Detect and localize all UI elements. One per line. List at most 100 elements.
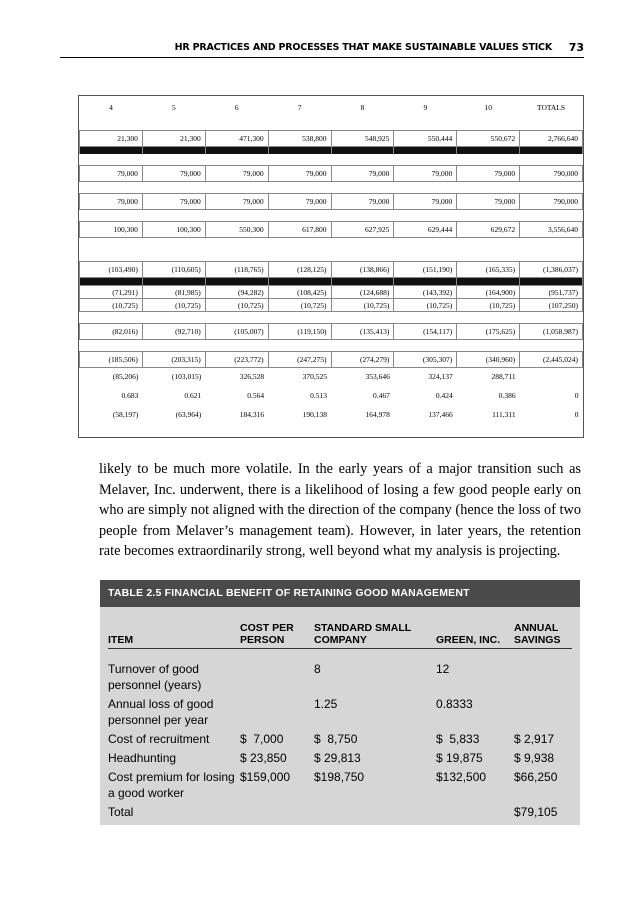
value-cell: 1.25 [314,697,338,711]
bar-cell [456,277,521,286]
cell: 79,000 [79,165,143,182]
cell: 79,000 [456,165,521,182]
spacer [80,250,583,262]
cell: (108,425) [267,285,332,299]
value-cell [314,801,436,820]
value-cell: $66,250 [514,770,558,784]
cell: 79,000 [141,193,206,210]
spacer-cell [520,182,583,194]
spacer-cell [457,340,520,352]
summary-table: TABLE 2.5 FINANCIAL BENEFIT OF RETAINING… [100,580,580,825]
data-row: Total $79,105 [108,801,572,820]
cell: 0.621 [184,391,202,400]
cell: 79,000 [393,193,458,210]
data-row: Cost premium for losing a good worker $15… [108,766,572,801]
spacer-cell [268,238,331,250]
value-cell: $159,000 [240,770,291,784]
cell: (154,117) [393,323,458,340]
cell: (185,506) [79,351,143,368]
value-cell: $ 5,833 [436,732,480,746]
spacer-cell [205,312,268,324]
cell: 353,646 [365,372,390,382]
rule-bar [79,146,583,154]
bar-cell [141,277,206,286]
cell: (63,964) [175,410,202,419]
cell: 0.513 [310,391,327,400]
cell: (92,710) [141,323,206,340]
spacer-cell [268,154,331,166]
spacer [80,312,583,324]
spacer-cell [80,154,143,166]
column-header: 7 [297,102,302,112]
column-header: 4 [109,102,113,112]
cell: 627,925 [330,221,395,238]
cell: 0 [574,391,579,400]
cell: 0.386 [498,391,516,400]
cell: (119,150) [267,323,332,340]
spacer-cell [142,210,205,222]
data-row: (10,725) (10,725) (10,725) (10,725) (10,725)… [79,298,583,312]
spacer-cell [268,250,331,262]
cell: (143,392) [393,285,458,299]
table: 4 5 6 7 8 9 10 TOTALS 21,300 21,300 471,300 538,800… [79,96,583,424]
cell: 184,316 [239,410,265,419]
cell: 288,711 [491,372,516,382]
spacer-cell [142,238,205,250]
cell: (58,197) [112,410,139,419]
cell: (103,490) [79,261,143,278]
bar-cell [393,277,458,286]
data-row: (85,206) (103,015) 326,528 370,525 353,646 32… [80,368,583,386]
cell: 190,138 [302,410,327,419]
rule-bar [79,277,583,286]
cell: (1,386,037) [519,261,583,278]
bar-cell [267,277,332,286]
data-table: 4 5 6 7 8 9 10 TOTALS 21,300 21,300 471,300 538,800… [78,95,584,438]
column-header: TOTALS [537,102,566,112]
cell: 538,800 [267,129,332,147]
bar-cell [330,146,395,154]
data-row: (82,016) (92,710) (105,007) (119,150) (135,4… [79,323,583,340]
cell: (151,190) [393,261,458,278]
value-cell: 8 [314,662,321,676]
cell: 79,000 [393,165,458,182]
cell: 164,978 [365,410,390,419]
bar-cell [267,146,332,154]
data-row: 21,300 21,300 471,300 538,800 548,925 550,444… [79,129,583,147]
value-cell: $ 8,750 [314,732,358,746]
spacer-cell [268,118,331,130]
bar-cell [141,146,206,154]
value-cell [240,693,314,728]
spacer-cell [205,118,268,130]
cell: (10,725) [141,298,206,312]
value-cell [240,801,314,820]
spacer-cell [457,250,520,262]
cell: (105,007) [204,323,269,340]
table: ITEM COST PER PERSON STANDARD SMALL COMPAN… [108,622,572,820]
spacer-cell [520,312,583,324]
table-title: TABLE 2.5 FINANCIAL BENEFIT OF RETAINING… [100,580,580,607]
column-header: COST PER PERSON [240,622,314,649]
spacer-cell [520,210,583,222]
item-cell: Cost premium for losing a good worker [108,770,235,800]
column-header: ITEM [108,622,240,649]
cell: 100,300 [141,221,206,238]
spacer-cell [520,250,583,262]
cell: (94,282) [204,285,269,299]
cell: 550,672 [456,129,521,147]
value-cell: $ 7,000 [240,732,284,746]
bar-cell [330,277,395,286]
cell: (1,058,987) [519,323,583,340]
cell: (10,725) [330,298,395,312]
spacer-cell [142,182,205,194]
cell: 790,000 [519,193,583,210]
cell: (165,335) [456,261,521,278]
data-row: 100,300 100,300 550,300 617,800 627,925 629,4… [79,221,583,238]
cell: 550,444 [393,129,458,147]
cell: (107,250) [519,298,583,312]
spacer-cell [520,340,583,352]
body-text: likely to be much more volatile. In the … [99,461,581,559]
spacer-cell [331,312,394,324]
cell: (164,900) [456,285,521,299]
cell: 370,525 [302,372,327,382]
spacer-cell [142,154,205,166]
